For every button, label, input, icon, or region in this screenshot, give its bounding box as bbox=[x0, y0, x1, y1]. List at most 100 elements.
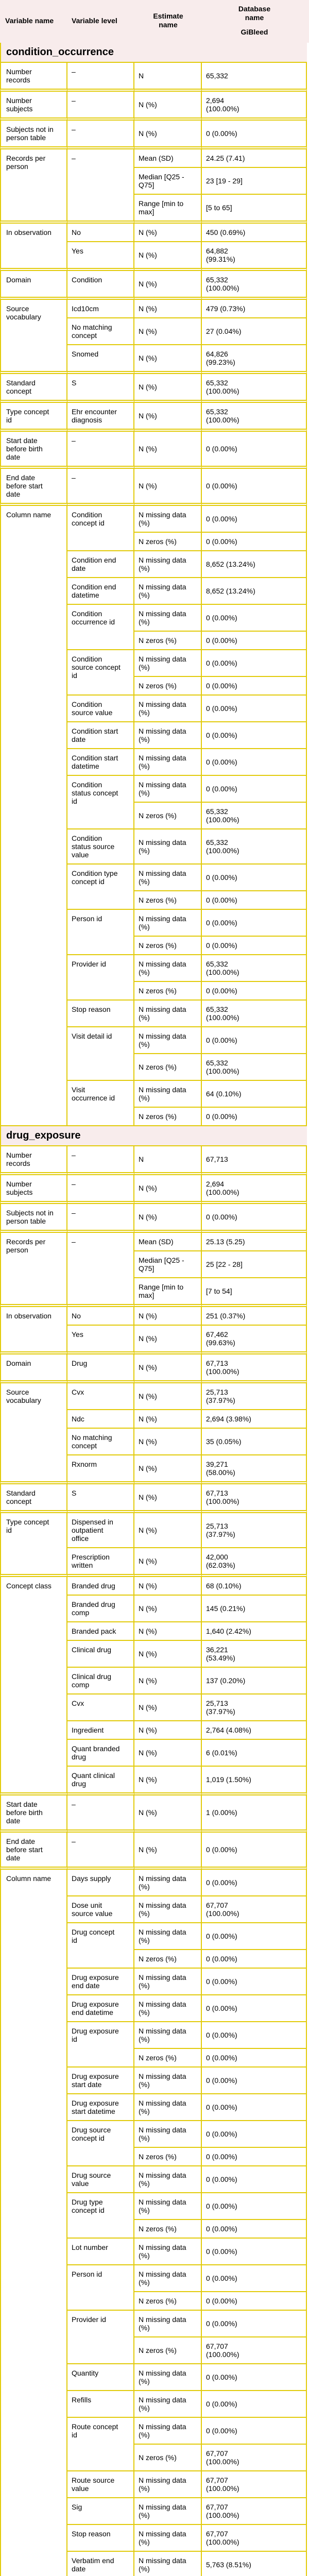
estimate-value-cell: 0 (0.00%) bbox=[202, 532, 307, 550]
variable-level-cell-text: Condition source concept id bbox=[72, 655, 121, 680]
variable-level-cell-text: – bbox=[72, 436, 76, 445]
variable-level-cell: – bbox=[67, 1792, 134, 1829]
variable-level-cell-text: Condition end date bbox=[72, 556, 116, 572]
estimate-name-cell: N (%) bbox=[134, 1574, 202, 1595]
estimate-value-cell: 0 (0.00%) bbox=[202, 1994, 307, 2021]
table-row: N zeros (%) 0 (0.00%) bbox=[0, 890, 307, 909]
estimate-name-cell: N (%) bbox=[134, 1547, 202, 1574]
estimate-name-cell-text: N missing data (%) bbox=[139, 1032, 186, 1048]
variable-level-cell-text: S bbox=[72, 379, 77, 387]
estimate-value-cell-text: 479 (0.73%) bbox=[206, 304, 246, 313]
estimate-value-cell: 67,462 (99.63%) bbox=[202, 1325, 307, 1351]
table-row: N zeros (%) 0 (0.00%) bbox=[0, 2147, 307, 2165]
variable-level-cell-text: Stop reason bbox=[72, 2530, 111, 2538]
variable-level-cell-text: Drug exposure end datetime bbox=[72, 2000, 119, 2016]
variable-level-cell: Yes bbox=[67, 241, 134, 268]
variable-name-cell-text: Column name bbox=[6, 1874, 52, 1883]
variable-level-cell: Person id bbox=[67, 909, 134, 954]
estimate-name-cell: N missing data (%) bbox=[134, 748, 202, 775]
estimate-name-cell-text: N missing data (%) bbox=[139, 914, 186, 931]
estimate-value-cell: 0 (0.00%) bbox=[202, 604, 307, 631]
estimate-value-cell: 0 (0.00%) bbox=[202, 429, 307, 466]
estimate-name-cell-text: Mean (SD) bbox=[139, 1238, 174, 1246]
table-row: Number records – N 67,713 bbox=[0, 1146, 307, 1172]
table-row: In observation No N (%) 450 (0.69%) bbox=[0, 221, 307, 268]
estimate-value-cell: 67,713 (100.00%) bbox=[202, 1481, 307, 1510]
estimate-name-cell: N missing data (%) bbox=[134, 2165, 202, 2192]
variable-level-cell: Condition end date bbox=[67, 550, 134, 577]
estimate-name-cell: N (%) bbox=[134, 1621, 202, 1640]
table-row: Number records – N 65,332 bbox=[0, 63, 307, 89]
estimate-name-cell: N missing data (%) bbox=[134, 2417, 202, 2444]
estimate-value-cell: 2,694 (3.98%) bbox=[202, 1409, 307, 1428]
estimate-name-cell: N (%) bbox=[134, 1380, 202, 1409]
estimate-value-cell-text: 0 (0.00%) bbox=[206, 1932, 237, 1940]
table-row: N zeros (%) 67,707 (100.00%) bbox=[0, 2444, 307, 2470]
estimate-name-cell: N missing data (%) bbox=[134, 2470, 202, 2497]
estimate-name-cell: N missing data (%) bbox=[134, 863, 202, 890]
table-row: Yes N (%) 64,882 (99.31%) bbox=[0, 241, 307, 268]
estimate-name-cell: N (%) bbox=[134, 317, 202, 344]
estimate-name-cell-text: N (%) bbox=[139, 1726, 157, 1734]
column-header-estimate-name: Estimate name bbox=[134, 12, 202, 29]
estimate-value-cell-text: 1,019 (1.50%) bbox=[206, 1775, 251, 1784]
estimate-name-cell: N bbox=[134, 1146, 202, 1172]
estimate-name-cell: N missing data (%) bbox=[134, 2192, 202, 2219]
estimate-name-cell: N (%) bbox=[134, 400, 202, 429]
section-header-row: drug_exposure bbox=[0, 1125, 307, 1146]
estimate-name-cell-text: N missing data (%) bbox=[139, 2396, 186, 2412]
estimate-value-cell: 2,694 (100.00%) bbox=[202, 89, 307, 117]
variable-level-cell: S bbox=[67, 371, 134, 400]
variable-level-cell: Cvx bbox=[67, 1380, 134, 1409]
estimate-value-cell-text: 65,332 (100.00%) bbox=[206, 1005, 239, 1022]
variable-level-cell: Condition type concept id bbox=[67, 863, 134, 909]
estimate-name-cell-text: N (%) bbox=[139, 251, 157, 259]
estimate-name-cell: N (%) bbox=[134, 297, 202, 317]
table-row: Yes N (%) 67,462 (99.63%) bbox=[0, 1325, 307, 1351]
estimate-value-cell: 0 (0.00%) bbox=[202, 2147, 307, 2165]
estimate-value-cell-text: 35 (0.05%) bbox=[206, 1437, 242, 1446]
estimate-value-cell: 0 (0.00%) bbox=[202, 1201, 307, 1230]
estimate-name-cell-text: N (%) bbox=[139, 445, 157, 453]
estimate-name-cell-text: N (%) bbox=[139, 1676, 157, 1685]
estimate-value-cell: 67,707 (100.00%) bbox=[202, 2444, 307, 2470]
estimate-value-cell-text: 0 (0.00%) bbox=[206, 704, 237, 713]
variable-level-cell: Route source value bbox=[67, 2470, 134, 2497]
estimate-name-cell-text: N (%) bbox=[139, 1845, 157, 1854]
estimate-value-cell-text: 67,713 (100.00%) bbox=[206, 1359, 239, 1376]
variable-level-cell-text: Verbatim end date bbox=[72, 2556, 114, 2573]
estimate-name-cell: N missing data (%) bbox=[134, 2264, 202, 2291]
estimate-name-cell: N (%) bbox=[134, 1454, 202, 1481]
variable-name-cell-text: Standard concept bbox=[6, 379, 36, 395]
estimate-name-cell-text: N (%) bbox=[139, 228, 157, 236]
table-row: Drug source value N missing data (%) 0 (0.… bbox=[0, 2165, 307, 2192]
variable-name-cell-text: End date before start date bbox=[6, 473, 43, 498]
estimate-name-cell: N (%) bbox=[134, 1720, 202, 1739]
estimate-value-cell-text: 1 (0.00%) bbox=[206, 1808, 237, 1817]
estimate-name-cell-text: N zeros (%) bbox=[139, 2225, 177, 2233]
column-header-variable-level: Variable level bbox=[67, 16, 134, 25]
variable-level-cell-text: Ndc bbox=[72, 1415, 84, 1423]
estimate-name-cell: N missing data (%) bbox=[134, 503, 202, 532]
estimate-value-cell: 25 [22 - 28] bbox=[202, 1250, 307, 1277]
estimate-value-cell-text: 67,707 (100.00%) bbox=[206, 2476, 239, 2493]
variable-level-cell: Quantity bbox=[67, 2363, 134, 2390]
variable-level-cell-text: Clinical drug comp bbox=[72, 1672, 112, 1689]
estimate-value-cell: 0 (0.00%) bbox=[202, 721, 307, 748]
estimate-name-cell: Mean (SD) bbox=[134, 1230, 202, 1250]
table-row: Concept class Branded drug N (%) 68 (0.10%) bbox=[0, 1574, 307, 1792]
variable-name-cell: Type concept id bbox=[0, 1510, 67, 1574]
table-row: Verbatim end date N missing data (%) 5,763… bbox=[0, 2551, 307, 2576]
variable-level-cell-text: Quant branded drug bbox=[72, 1744, 120, 1761]
variable-level-cell: Quant branded drug bbox=[67, 1739, 134, 1766]
estimate-name-cell-text: N (%) bbox=[139, 1392, 157, 1400]
estimate-value-cell-text: 65,332 (100.00%) bbox=[206, 838, 239, 855]
estimate-value-cell-text: 67,707 (100.00%) bbox=[206, 2342, 239, 2359]
estimate-value-cell-text: 0 (0.00%) bbox=[206, 614, 237, 622]
variable-level-cell-text: Condition start datetime bbox=[72, 754, 118, 770]
variable-level-cell: Sig bbox=[67, 2497, 134, 2524]
estimate-value-cell-text: 0 (0.00%) bbox=[206, 537, 237, 546]
estimate-name-cell-text: N (%) bbox=[139, 1312, 157, 1320]
variable-level-cell: Dispensed in outpatient office bbox=[67, 1510, 134, 1547]
estimate-value-cell: 67,707 (100.00%) bbox=[202, 2524, 307, 2551]
